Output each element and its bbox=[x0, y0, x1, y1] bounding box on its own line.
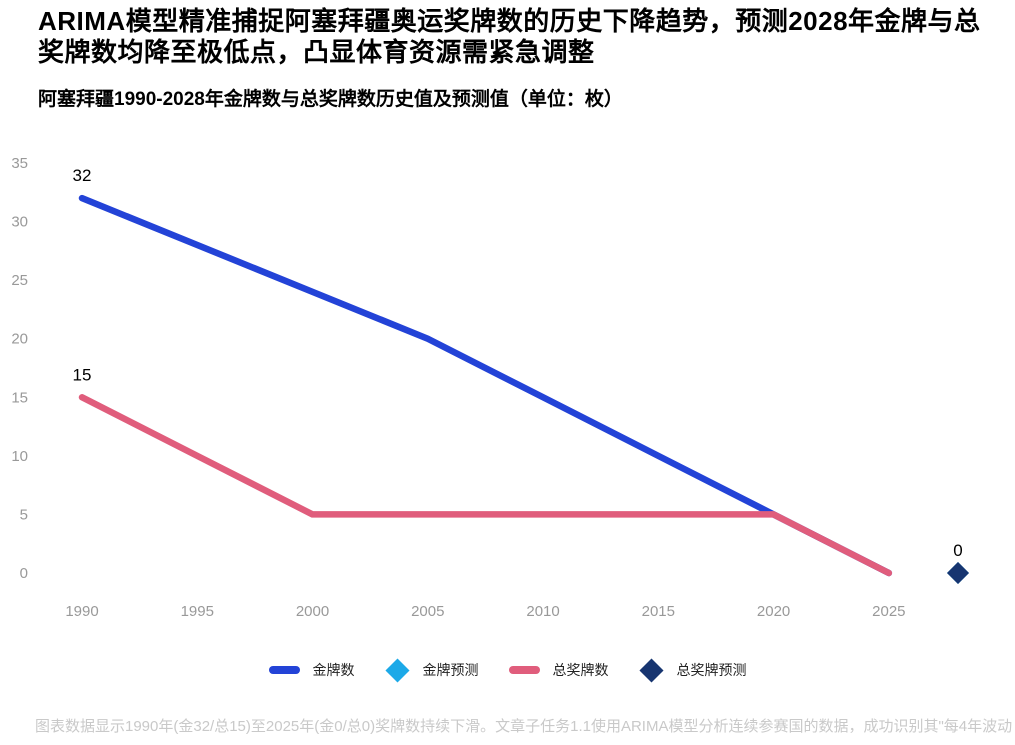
chart-subtitle: 阿塞拜疆1990-2028年金牌数与总奖牌数历史值及预测值（单位：枚） bbox=[38, 89, 623, 110]
legend-label: 总奖牌预测 bbox=[676, 662, 747, 678]
legend-label: 总奖牌数 bbox=[552, 662, 609, 678]
legend-label: 金牌数 bbox=[312, 662, 355, 678]
x-axis-tick-label: 1995 bbox=[181, 603, 214, 620]
legend-diamond-swatch-icon bbox=[384, 657, 410, 683]
legend-line-swatch-icon bbox=[508, 666, 540, 674]
chart-caption: 图表数据显示1990年(金32/总15)至2025年(金0/总0)奖牌数持续下滑… bbox=[35, 718, 1013, 735]
y-axis-tick-label: 25 bbox=[11, 272, 28, 289]
y-axis-tick-label: 30 bbox=[11, 214, 28, 231]
x-axis-tick-label: 2020 bbox=[757, 603, 790, 620]
y-axis-tick-label: 35 bbox=[11, 155, 28, 172]
x-axis-tick-label: 2010 bbox=[526, 603, 559, 620]
x-axis-tick-label: 1990 bbox=[65, 603, 98, 620]
data-label: 32 bbox=[73, 166, 92, 185]
y-axis-tick-label: 10 bbox=[11, 448, 28, 465]
y-axis-tick-label: 0 bbox=[20, 565, 28, 582]
x-axis-tick-label: 2015 bbox=[642, 603, 675, 620]
legend-item: 金牌预测 bbox=[384, 657, 479, 683]
legend-item: 金牌数 bbox=[268, 660, 355, 680]
legend-diamond-swatch-icon bbox=[638, 657, 664, 683]
y-axis-tick-label: 15 bbox=[11, 389, 28, 406]
y-axis-tick-label: 20 bbox=[11, 331, 28, 348]
total-forecast-marker bbox=[947, 562, 969, 584]
data-label: 0 bbox=[953, 541, 962, 560]
data-label: 15 bbox=[73, 365, 92, 384]
chart-headline: ARIMA模型精准捕捉阿塞拜疆奥运奖牌数的历史下降趋势，预测2028年金牌与总奖… bbox=[38, 6, 981, 67]
y-axis-tick-label: 5 bbox=[20, 506, 28, 523]
x-axis-tick-label: 2005 bbox=[411, 603, 444, 620]
x-axis-tick-label: 2025 bbox=[872, 603, 905, 620]
legend-item: 总奖牌数 bbox=[508, 660, 609, 680]
legend-label: 金牌预测 bbox=[422, 662, 479, 678]
legend-item: 总奖牌预测 bbox=[638, 657, 747, 683]
chart-legend: 金牌数 金牌预测 总奖牌数 总奖牌预测 bbox=[0, 654, 1015, 686]
legend-line-swatch-icon bbox=[268, 666, 300, 674]
total-line bbox=[78, 394, 893, 577]
gold-line bbox=[78, 194, 893, 577]
x-axis-tick-label: 2000 bbox=[296, 603, 329, 620]
